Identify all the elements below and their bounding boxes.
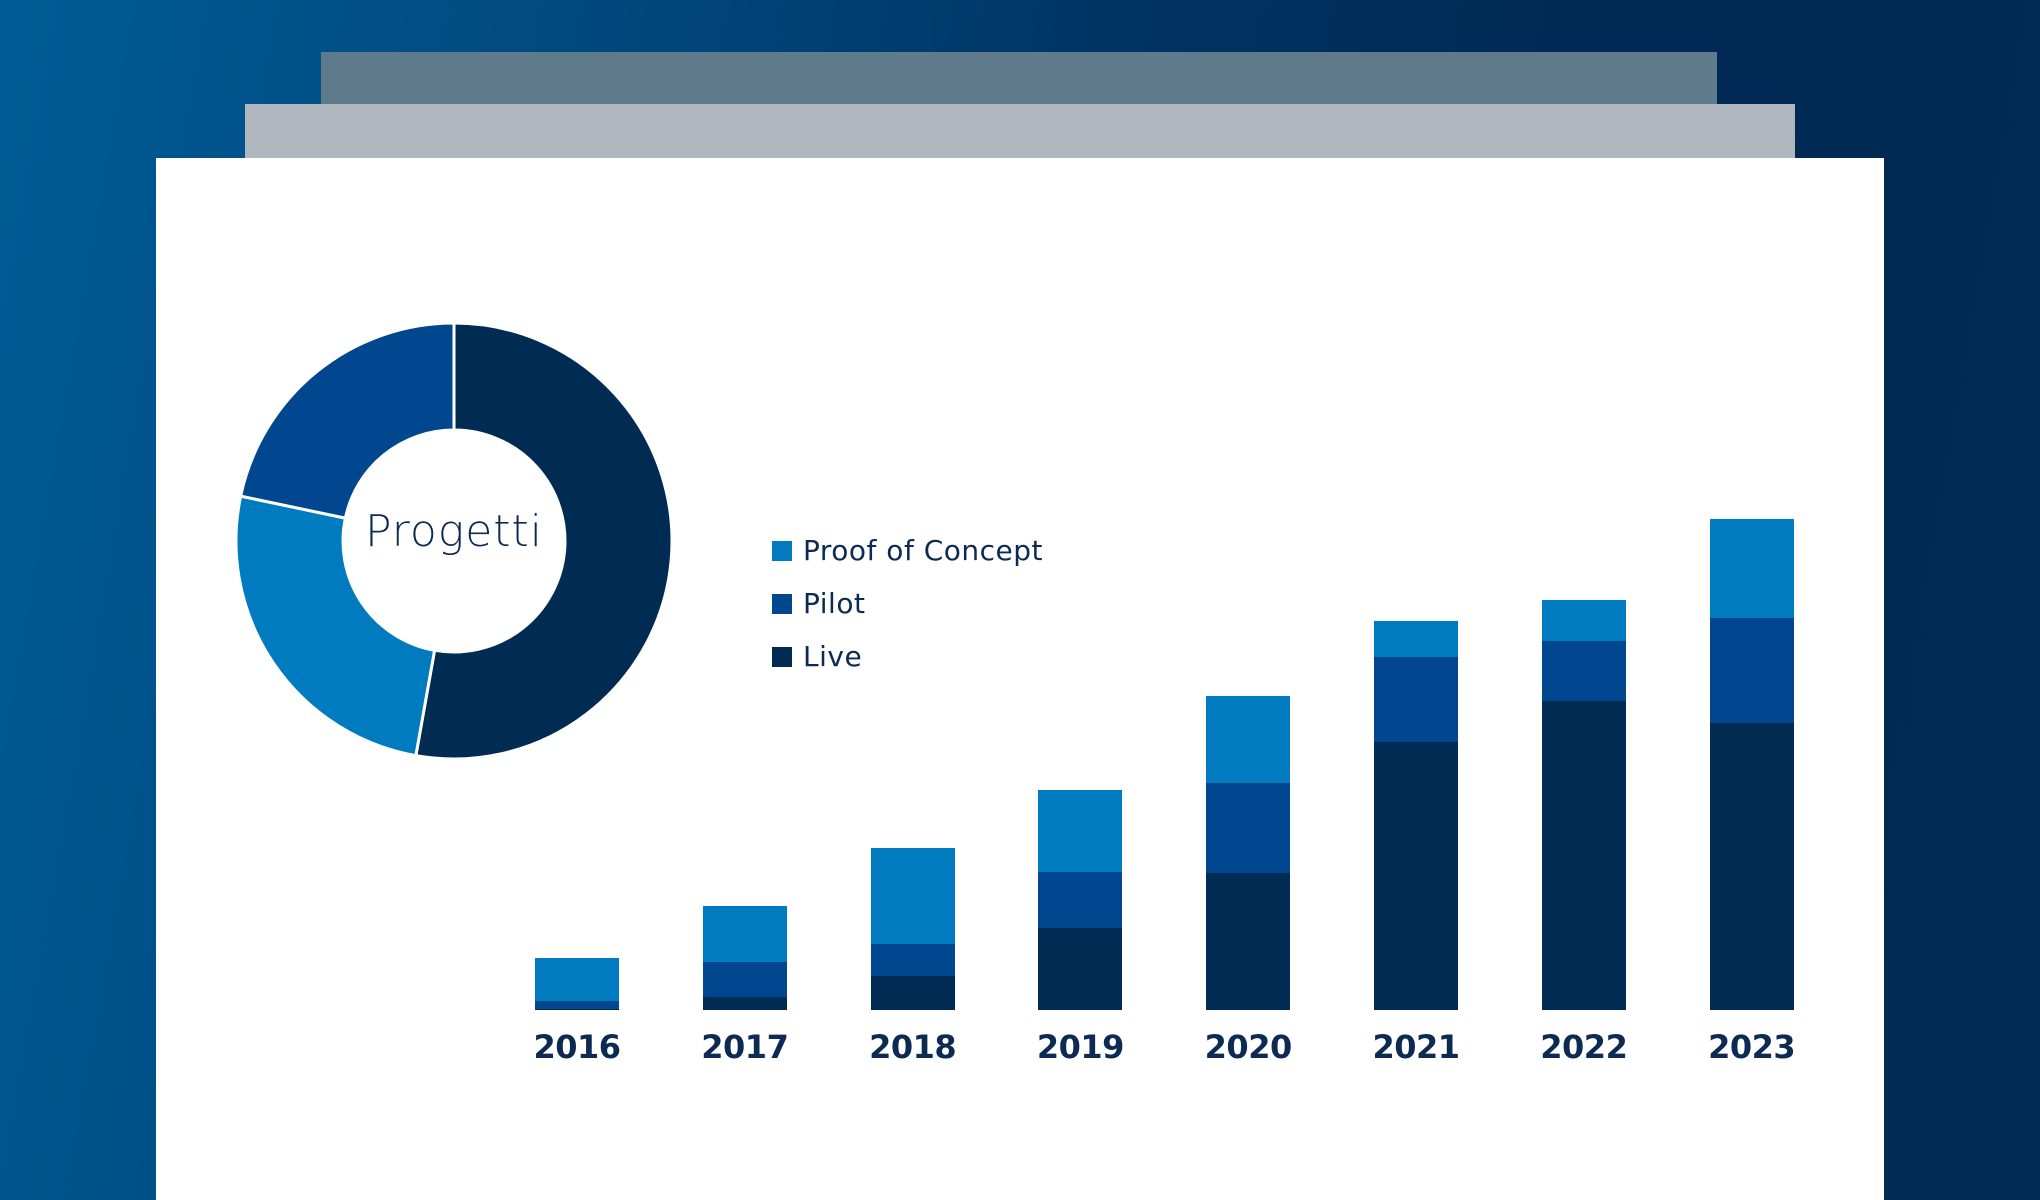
- bar-segment-live: [1206, 873, 1291, 1010]
- donut-svg: [236, 323, 672, 759]
- bar-segment-proof-of-concept: [535, 957, 619, 1002]
- bar-segment-live: [1709, 722, 1794, 1010]
- bar-segment-live: [702, 997, 787, 1010]
- x-axis-label: 2019: [1036, 1028, 1125, 1066]
- bar-segment-live: [1374, 741, 1458, 1010]
- x-axis-label: 2020: [1204, 1028, 1293, 1066]
- bar-segment-proof-of-concept: [1038, 790, 1123, 873]
- x-axis-label: 2022: [1540, 1028, 1628, 1066]
- legend-swatch-proof-of-concept: [772, 540, 792, 561]
- bar-2018: [870, 847, 955, 1010]
- donut-center-label: Progetti: [364, 505, 543, 557]
- legend-item-proof-of-concept: Proof of Concept: [772, 524, 1043, 577]
- bar-segment-live: [1541, 701, 1626, 1010]
- bar-segment-proof-of-concept: [870, 847, 955, 945]
- bar-segment-proof-of-concept: [1374, 621, 1458, 657]
- x-axis-label: 2018: [869, 1028, 957, 1066]
- donut-chart: Progetti: [236, 323, 672, 759]
- bar-segment-live: [1038, 928, 1123, 1010]
- bar-segment-pilot: [1374, 656, 1458, 742]
- bar-segment-pilot: [1038, 872, 1123, 929]
- x-axis-label: 2016: [533, 1028, 621, 1066]
- bar-segment-pilot: [1206, 783, 1291, 874]
- legend-swatch-live: [772, 646, 792, 667]
- bar-segment-pilot: [1709, 617, 1794, 723]
- bar-segment-pilot: [870, 944, 955, 977]
- bar-segment-proof-of-concept: [1541, 600, 1626, 642]
- donut-slice-live: [414, 323, 672, 759]
- bar-segment-proof-of-concept: [1709, 518, 1794, 618]
- donut-slice-proof-of-concept: [236, 494, 437, 758]
- bar-2022: [1541, 600, 1626, 1010]
- bar-segment-pilot: [1541, 641, 1626, 702]
- donut-slice-pilot: [238, 323, 456, 520]
- legend: Proof of Concept Pilot Live: [772, 524, 1043, 683]
- x-axis-label: 2021: [1372, 1028, 1460, 1066]
- bar-2021: [1374, 621, 1458, 1010]
- bar-2020: [1206, 696, 1291, 1010]
- bar-segment-live: [535, 1009, 619, 1010]
- chart-card: Progetti Proof of Concept Pilot Live 201…: [156, 158, 1884, 1200]
- bar-segment-proof-of-concept: [1206, 696, 1291, 784]
- x-axis-label: 2017: [701, 1028, 789, 1066]
- legend-item-pilot: Pilot: [772, 577, 1043, 630]
- x-axis-label: 2023: [1708, 1028, 1796, 1066]
- legend-item-live: Live: [772, 630, 1043, 683]
- legend-label: Proof of Concept: [803, 534, 1043, 567]
- legend-label: Pilot: [803, 587, 866, 620]
- bar-2023: [1709, 518, 1794, 1010]
- bar-2019: [1038, 790, 1123, 1010]
- bar-2016: [535, 957, 619, 1010]
- bar-segment-live: [870, 976, 955, 1010]
- bar-segment-pilot: [535, 1001, 619, 1010]
- legend-label: Live: [803, 640, 863, 673]
- legend-swatch-pilot: [772, 593, 792, 614]
- bar-2017: [702, 906, 787, 1010]
- stacked-bar-chart: 2016 2017 2018 2019 2020 2021 2022 2023: [156, 158, 1884, 1200]
- bar-segment-proof-of-concept: [702, 906, 787, 963]
- bar-segment-pilot: [702, 962, 787, 998]
